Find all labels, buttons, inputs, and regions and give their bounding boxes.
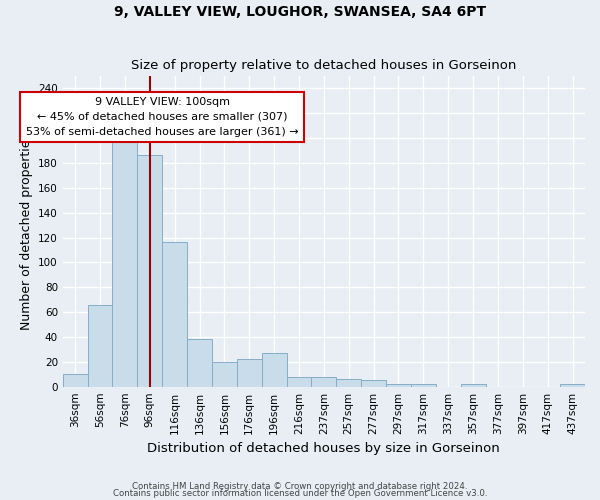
Bar (212, 362, 237, 386)
Bar (162, 242, 187, 386)
Bar (88, 304, 112, 386)
X-axis label: Distribution of detached houses by size in Gorseinon: Distribution of detached houses by size … (148, 442, 500, 455)
Text: Contains public sector information licensed under the Open Government Licence v3: Contains public sector information licen… (113, 490, 487, 498)
Text: Contains HM Land Registry data © Crown copyright and database right 2024.: Contains HM Land Registry data © Crown c… (132, 482, 468, 491)
Bar (187, 340, 212, 386)
Bar (237, 360, 262, 386)
Bar (337, 379, 361, 386)
Bar (262, 353, 287, 386)
Bar (287, 376, 311, 386)
Title: Size of property relative to detached houses in Gorseinon: Size of property relative to detached ho… (131, 59, 517, 72)
Text: 9 VALLEY VIEW: 100sqm
← 45% of detached houses are smaller (307)
53% of semi-det: 9 VALLEY VIEW: 100sqm ← 45% of detached … (26, 97, 299, 136)
Bar (311, 376, 337, 386)
Bar (137, 156, 162, 386)
Bar (63, 374, 88, 386)
Bar (461, 384, 485, 386)
Text: 9, VALLEY VIEW, LOUGHOR, SWANSEA, SA4 6PT: 9, VALLEY VIEW, LOUGHOR, SWANSEA, SA4 6P… (114, 5, 486, 19)
Bar (411, 384, 436, 386)
Bar (386, 384, 411, 386)
Bar (112, 138, 137, 386)
Bar (560, 384, 585, 386)
Bar (361, 380, 386, 386)
Y-axis label: Number of detached properties: Number of detached properties (20, 133, 32, 330)
